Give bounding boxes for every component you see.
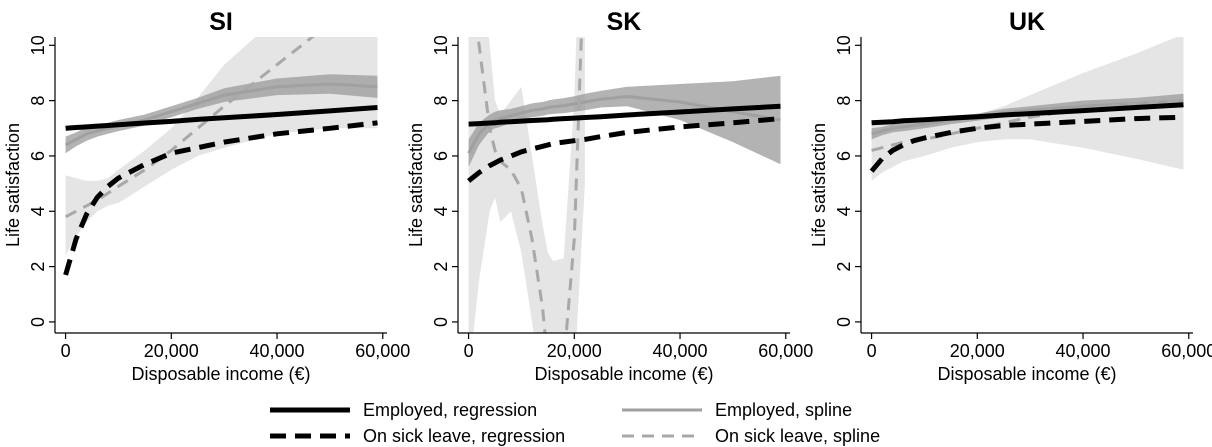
- x-axis-label: Disposable income (€): [937, 364, 1116, 384]
- x-tick-label: 20,000: [144, 341, 199, 361]
- panel-title: SK: [607, 8, 642, 36]
- y-tick-label: 6: [431, 151, 451, 161]
- y-tick-label: 8: [431, 96, 451, 106]
- y-tick-label: 2: [431, 262, 451, 272]
- x-tick-label: 0: [867, 341, 877, 361]
- legend-label: On sick leave, regression: [363, 426, 565, 446]
- panel: SI 0 2 4 6 8 10 0 20,000 40,000 60,000 Disposable i…: [3, 8, 410, 384]
- y-tick-label: 6: [28, 151, 48, 161]
- y-tick-label: 2: [834, 262, 854, 272]
- y-tick-label: 8: [28, 96, 48, 106]
- y-tick-label: 10: [431, 35, 451, 55]
- x-tick-label: 0: [61, 341, 71, 361]
- x-tick-label: 60,000: [355, 341, 410, 361]
- series-line: [476, 37, 583, 333]
- y-tick-label: 2: [28, 262, 48, 272]
- y-tick-label: 0: [834, 317, 854, 327]
- x-tick-label: 20,000: [950, 341, 1005, 361]
- series-line: [869, 114, 1184, 173]
- series-line: [64, 82, 378, 147]
- x-tick-label: 60,000: [1161, 341, 1212, 361]
- plot-area: [467, 37, 781, 333]
- series-line: [871, 102, 1184, 126]
- panel: UK 0 2 4 6 8 10 0 20,000 40,000 60,000 Disposable i…: [809, 8, 1212, 384]
- plot-area: [63, 37, 378, 276]
- y-tick-label: 6: [834, 151, 854, 161]
- x-axis-label: Disposable income (€): [534, 364, 713, 384]
- plot-area: [869, 37, 1184, 181]
- confidence-band: [65, 74, 378, 154]
- panel-title: SI: [209, 8, 233, 36]
- y-tick-label: 10: [28, 35, 48, 55]
- panel: SK 0 2 4 6 8 10 0 20,000 40,000 60,000 Disposable i…: [406, 8, 813, 384]
- y-tick-label: 10: [834, 35, 854, 55]
- y-tick-label: 4: [431, 206, 451, 216]
- x-tick-label: 40,000: [250, 341, 305, 361]
- legend-label: Employed, regression: [363, 400, 537, 420]
- series-line: [65, 105, 378, 131]
- y-tick-label: 4: [834, 206, 854, 216]
- y-axis-label: Life satisfaction: [3, 123, 23, 247]
- x-tick-label: 40,000: [1056, 341, 1111, 361]
- y-axis-label: Life satisfaction: [809, 123, 829, 247]
- series-line: [467, 95, 781, 154]
- x-axis-label: Disposable income (€): [131, 364, 310, 384]
- legend-label: Employed, spline: [715, 400, 852, 420]
- y-tick-label: 8: [834, 96, 854, 106]
- series-line: [468, 103, 781, 127]
- panel-title: UK: [1009, 8, 1045, 36]
- x-tick-label: 20,000: [547, 341, 602, 361]
- y-tick-label: 4: [28, 206, 48, 216]
- series-line: [64, 37, 315, 219]
- legend-label: On sick leave, spline: [715, 426, 880, 446]
- series-line: [63, 120, 378, 276]
- x-tick-label: 0: [464, 341, 474, 361]
- y-axis-label: Life satisfaction: [406, 123, 426, 247]
- y-tick-label: 0: [28, 317, 48, 327]
- confidence-band: [468, 75, 781, 167]
- legend: Employed, regression On sick leave, regre…: [270, 400, 880, 446]
- x-tick-label: 40,000: [653, 341, 708, 361]
- y-tick-label: 0: [431, 317, 451, 327]
- x-tick-label: 60,000: [758, 341, 813, 361]
- series-line: [467, 116, 781, 183]
